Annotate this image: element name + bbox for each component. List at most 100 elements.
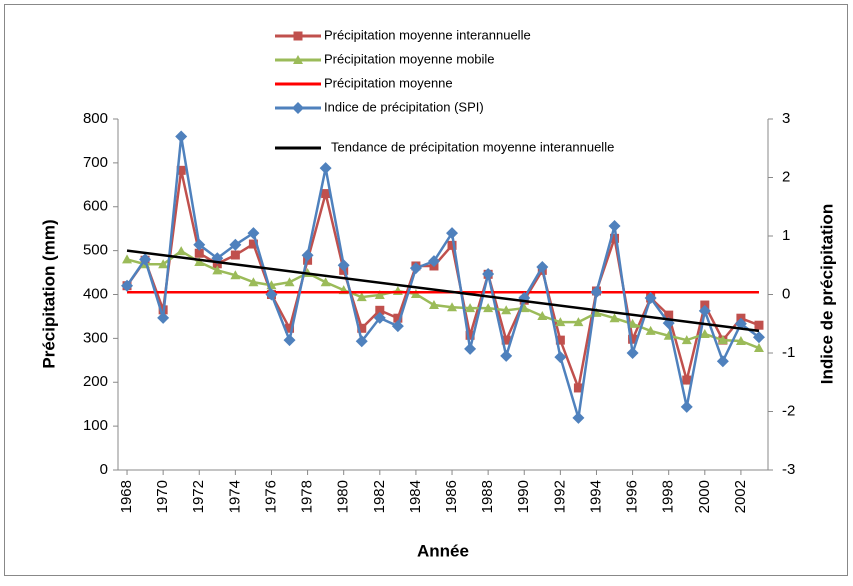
- marker: [447, 240, 457, 250]
- marker: [664, 310, 674, 320]
- x-tick-label: 1996: [624, 480, 641, 513]
- marker: [681, 335, 692, 345]
- marker: [628, 334, 638, 344]
- marker: [357, 323, 367, 333]
- marker: [735, 336, 746, 346]
- marker: [465, 330, 475, 340]
- marker: [175, 130, 188, 143]
- y-tick-label: 500: [83, 242, 108, 259]
- marker: [391, 320, 404, 333]
- x-tick-label: 1978: [299, 480, 316, 513]
- y2-tick-label: -3: [782, 461, 795, 478]
- x-tick-label: 1990: [515, 480, 532, 513]
- marker: [590, 286, 603, 299]
- marker: [447, 302, 458, 312]
- y-tick-label: 800: [83, 110, 108, 127]
- x-tick-label: 1968: [118, 480, 135, 513]
- marker: [248, 239, 258, 249]
- marker: [627, 318, 638, 328]
- x-tick-label: 1982: [371, 480, 388, 513]
- marker: [410, 289, 421, 299]
- marker: [265, 288, 278, 301]
- marker: [573, 383, 583, 393]
- x-tick-label: 1992: [551, 480, 568, 513]
- marker: [355, 335, 368, 348]
- marker: [501, 335, 511, 345]
- x-tick-label: 1986: [443, 480, 460, 513]
- marker: [176, 246, 187, 256]
- marker: [645, 325, 656, 335]
- chart-frame: [4, 4, 848, 576]
- x-tick-label: 1984: [407, 480, 424, 513]
- marker: [409, 262, 422, 275]
- marker: [229, 238, 242, 251]
- marker: [293, 31, 303, 41]
- marker: [194, 257, 205, 267]
- marker: [176, 165, 186, 175]
- legend-label: Précipitation moyenne interannuelle: [324, 27, 531, 42]
- marker: [321, 189, 331, 199]
- marker: [554, 351, 567, 364]
- marker: [717, 335, 728, 345]
- marker: [555, 335, 565, 345]
- marker: [572, 411, 585, 424]
- y-tick-label: 600: [83, 198, 108, 215]
- marker: [427, 255, 440, 268]
- marker: [212, 265, 223, 275]
- x-tick-label: 1970: [154, 480, 171, 513]
- y-tick-label: 400: [83, 285, 108, 302]
- marker: [157, 311, 170, 324]
- marker: [248, 277, 259, 287]
- x-axis-title: Année: [417, 541, 469, 560]
- marker: [247, 227, 260, 240]
- marker: [698, 304, 711, 317]
- x-tick-label: 2002: [732, 480, 749, 513]
- x-tick-label: 1994: [587, 480, 604, 513]
- marker: [464, 342, 477, 355]
- y2-tick-label: 3: [782, 110, 790, 127]
- marker: [644, 292, 657, 305]
- marker: [230, 250, 240, 260]
- y2-tick-label: -2: [782, 402, 795, 419]
- marker: [337, 259, 350, 272]
- y-axis-title: Précipitation (mm): [39, 219, 58, 368]
- marker: [465, 303, 476, 313]
- marker: [680, 400, 693, 413]
- y-tick-label: 200: [83, 373, 108, 390]
- legend-label: Précipitation moyenne: [324, 75, 453, 90]
- x-tick-label: 1972: [190, 480, 207, 513]
- marker: [555, 317, 566, 327]
- marker: [319, 162, 332, 175]
- series-line: [126, 249, 760, 333]
- marker: [682, 375, 692, 385]
- marker: [446, 227, 459, 240]
- marker: [393, 313, 403, 323]
- marker: [373, 311, 386, 324]
- y-tick-label: 100: [83, 417, 108, 434]
- marker: [734, 317, 747, 330]
- x-tick-label: 1988: [479, 480, 496, 513]
- y-tick-label: 0: [100, 461, 108, 478]
- marker: [537, 310, 548, 320]
- x-tick-label: 1980: [335, 480, 352, 513]
- marker: [122, 254, 133, 264]
- marker: [483, 303, 494, 313]
- legend-label: Indice de précipitation (SPI): [324, 99, 484, 114]
- marker: [193, 238, 206, 251]
- x-tick-label: 1998: [660, 480, 677, 513]
- marker: [292, 102, 304, 114]
- marker: [283, 334, 296, 347]
- y2-tick-label: 2: [782, 168, 790, 185]
- marker: [754, 320, 764, 330]
- marker: [482, 268, 495, 281]
- marker: [320, 277, 331, 287]
- y2-tick-label: -1: [782, 344, 795, 361]
- x-tick-label: 1976: [262, 480, 279, 513]
- y-tick-label: 700: [83, 154, 108, 171]
- marker: [428, 300, 439, 310]
- marker: [752, 331, 765, 344]
- marker: [375, 305, 385, 315]
- marker: [356, 292, 367, 302]
- marker: [753, 343, 764, 353]
